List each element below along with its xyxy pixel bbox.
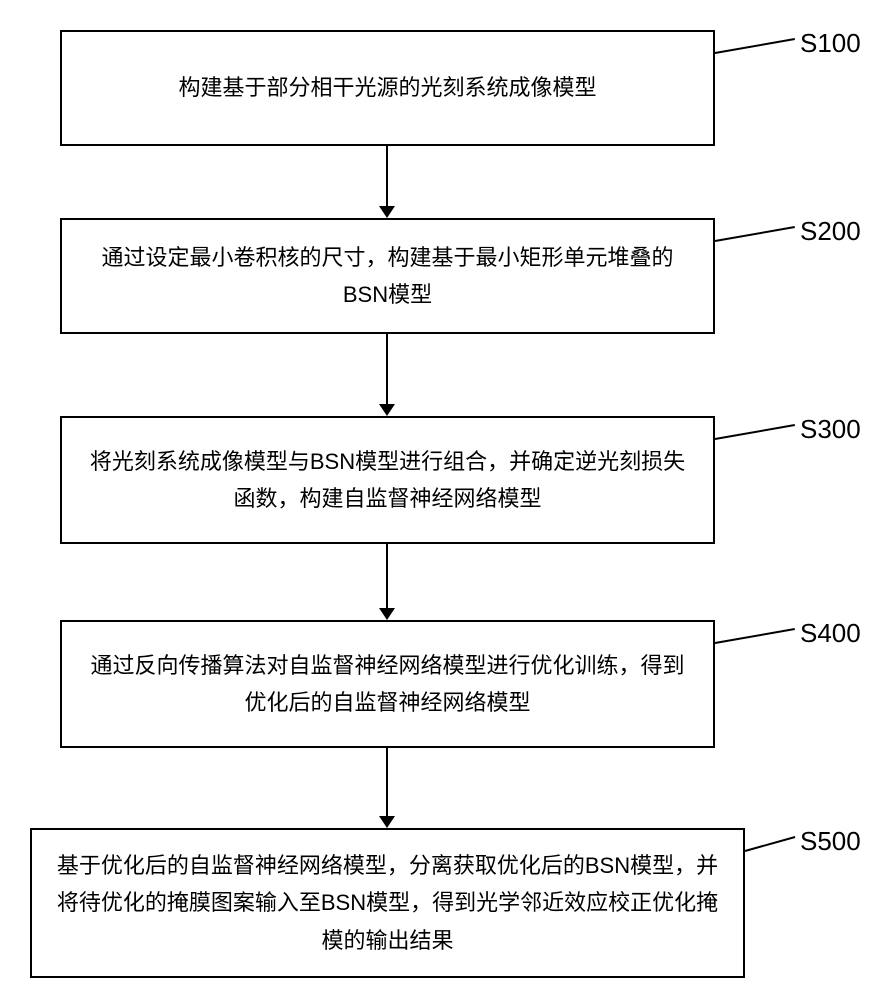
step-label: S100 (800, 28, 861, 59)
label-tick (715, 38, 795, 54)
label-tick (715, 424, 795, 440)
connector-line (386, 748, 388, 816)
step-label: S200 (800, 216, 861, 247)
step-label: S300 (800, 414, 861, 445)
arrow-down-icon (379, 404, 395, 416)
flowchart-node: 将光刻系统成像模型与BSN模型进行组合，并确定逆光刻损失函数，构建自监督神经网络… (60, 416, 715, 544)
connector-line (386, 544, 388, 608)
step-label: S500 (800, 826, 861, 857)
node-text: 将光刻系统成像模型与BSN模型进行组合，并确定逆光刻损失函数，构建自监督神经网络… (80, 443, 695, 518)
step-label: S400 (800, 618, 861, 649)
connector-line (386, 146, 388, 206)
flowchart-node: 通过设定最小卷积核的尺寸，构建基于最小矩形单元堆叠的BSN模型 (60, 218, 715, 334)
arrow-down-icon (379, 608, 395, 620)
flowchart-canvas: 构建基于部分相干光源的光刻系统成像模型 通过设定最小卷积核的尺寸，构建基于最小矩… (0, 0, 876, 1000)
connector-line (386, 334, 388, 404)
node-text: 通过设定最小卷积核的尺寸，构建基于最小矩形单元堆叠的BSN模型 (80, 239, 695, 314)
node-text: 通过反向传播算法对自监督神经网络模型进行优化训练，得到优化后的自监督神经网络模型 (80, 647, 695, 722)
node-text: 基于优化后的自监督神经网络模型，分离获取优化后的BSN模型，并将待优化的掩膜图案… (50, 847, 725, 959)
flowchart-node: 通过反向传播算法对自监督神经网络模型进行优化训练，得到优化后的自监督神经网络模型 (60, 620, 715, 748)
label-tick (715, 226, 795, 242)
arrow-down-icon (379, 816, 395, 828)
label-tick (745, 836, 796, 852)
flowchart-node: 构建基于部分相干光源的光刻系统成像模型 (60, 30, 715, 146)
label-tick (715, 628, 795, 644)
node-text: 构建基于部分相干光源的光刻系统成像模型 (80, 69, 695, 106)
flowchart-node: 基于优化后的自监督神经网络模型，分离获取优化后的BSN模型，并将待优化的掩膜图案… (30, 828, 745, 978)
arrow-down-icon (379, 206, 395, 218)
